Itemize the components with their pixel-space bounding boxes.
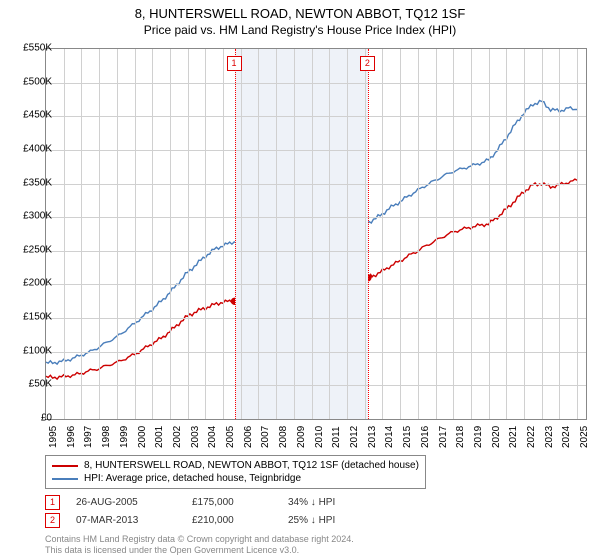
x-tick-label: 2023 bbox=[544, 426, 555, 448]
x-tick-label: 2001 bbox=[154, 426, 165, 448]
x-tick-label: 2025 bbox=[579, 426, 590, 448]
y-tick-label: £500K bbox=[7, 76, 52, 87]
sale-index-box: 1 bbox=[45, 495, 60, 510]
legend-swatch bbox=[52, 478, 78, 480]
sale-price: £175,000 bbox=[192, 497, 272, 508]
y-tick-label: £200K bbox=[7, 278, 52, 289]
legend-label: HPI: Average price, detached house, Teig… bbox=[84, 473, 301, 484]
plot-area bbox=[45, 48, 587, 420]
sale-row: 2 07-MAR-2013 £210,000 25% ↓ HPI bbox=[45, 513, 368, 528]
sale-date: 26-AUG-2005 bbox=[76, 497, 176, 508]
x-tick-label: 2017 bbox=[438, 426, 449, 448]
footer-line2: This data is licensed under the Open Gov… bbox=[45, 545, 354, 556]
x-tick-label: 2003 bbox=[190, 426, 201, 448]
x-tick-label: 1996 bbox=[66, 426, 77, 448]
x-tick-label: 2006 bbox=[243, 426, 254, 448]
y-tick-label: £400K bbox=[7, 143, 52, 154]
legend-label: 8, HUNTERSWELL ROAD, NEWTON ABBOT, TQ12 … bbox=[84, 460, 419, 471]
y-tick-label: £450K bbox=[7, 110, 52, 121]
x-tick-label: 2024 bbox=[561, 426, 572, 448]
sale-marker: 2 bbox=[360, 56, 375, 71]
y-tick-label: £0 bbox=[7, 413, 52, 424]
sale-diff: 25% ↓ HPI bbox=[288, 515, 368, 526]
legend-item: 8, HUNTERSWELL ROAD, NEWTON ABBOT, TQ12 … bbox=[52, 459, 419, 472]
x-tick-label: 2021 bbox=[508, 426, 519, 448]
x-tick-label: 2022 bbox=[526, 426, 537, 448]
y-tick-label: £550K bbox=[7, 43, 52, 54]
legend-swatch bbox=[52, 465, 78, 467]
y-tick-label: £250K bbox=[7, 244, 52, 255]
title-line1: 8, HUNTERSWELL ROAD, NEWTON ABBOT, TQ12 … bbox=[0, 6, 600, 21]
x-tick-label: 2002 bbox=[172, 426, 183, 448]
x-tick-label: 2005 bbox=[225, 426, 236, 448]
x-tick-label: 1997 bbox=[83, 426, 94, 448]
footer: Contains HM Land Registry data © Crown c… bbox=[45, 534, 354, 556]
x-tick-label: 2020 bbox=[491, 426, 502, 448]
sales-table: 1 26-AUG-2005 £175,000 34% ↓ HPI 2 07-MAR-201… bbox=[45, 495, 368, 531]
x-tick-label: 2019 bbox=[473, 426, 484, 448]
x-tick-label: 2016 bbox=[420, 426, 431, 448]
y-tick-label: £300K bbox=[7, 211, 52, 222]
y-tick-label: £100K bbox=[7, 345, 52, 356]
chart-container: 8, HUNTERSWELL ROAD, NEWTON ABBOT, TQ12 … bbox=[0, 0, 600, 560]
x-tick-label: 2018 bbox=[455, 426, 466, 448]
x-tick-label: 2004 bbox=[207, 426, 218, 448]
x-tick-label: 2008 bbox=[278, 426, 289, 448]
x-tick-label: 2011 bbox=[331, 426, 342, 448]
sale-index-box: 2 bbox=[45, 513, 60, 528]
sale-date: 07-MAR-2013 bbox=[76, 515, 176, 526]
y-tick-label: £50K bbox=[7, 379, 52, 390]
legend-item: HPI: Average price, detached house, Teig… bbox=[52, 472, 419, 485]
x-tick-label: 2007 bbox=[260, 426, 271, 448]
title-block: 8, HUNTERSWELL ROAD, NEWTON ABBOT, TQ12 … bbox=[0, 0, 600, 37]
sale-row: 1 26-AUG-2005 £175,000 34% ↓ HPI bbox=[45, 495, 368, 510]
x-tick-label: 2015 bbox=[402, 426, 413, 448]
sale-price: £210,000 bbox=[192, 515, 272, 526]
x-tick-label: 1995 bbox=[48, 426, 59, 448]
x-tick-label: 2000 bbox=[137, 426, 148, 448]
y-tick-label: £150K bbox=[7, 312, 52, 323]
legend: 8, HUNTERSWELL ROAD, NEWTON ABBOT, TQ12 … bbox=[45, 455, 426, 489]
x-tick-label: 2013 bbox=[367, 426, 378, 448]
x-tick-label: 2009 bbox=[296, 426, 307, 448]
x-tick-label: 1999 bbox=[119, 426, 130, 448]
x-tick-label: 2014 bbox=[384, 426, 395, 448]
x-tick-label: 1998 bbox=[101, 426, 112, 448]
footer-line1: Contains HM Land Registry data © Crown c… bbox=[45, 534, 354, 545]
x-tick-label: 2010 bbox=[314, 426, 325, 448]
title-line2: Price paid vs. HM Land Registry's House … bbox=[0, 23, 600, 37]
x-tick-label: 2012 bbox=[349, 426, 360, 448]
y-tick-label: £350K bbox=[7, 177, 52, 188]
sale-marker: 1 bbox=[227, 56, 242, 71]
sale-diff: 34% ↓ HPI bbox=[288, 497, 368, 508]
